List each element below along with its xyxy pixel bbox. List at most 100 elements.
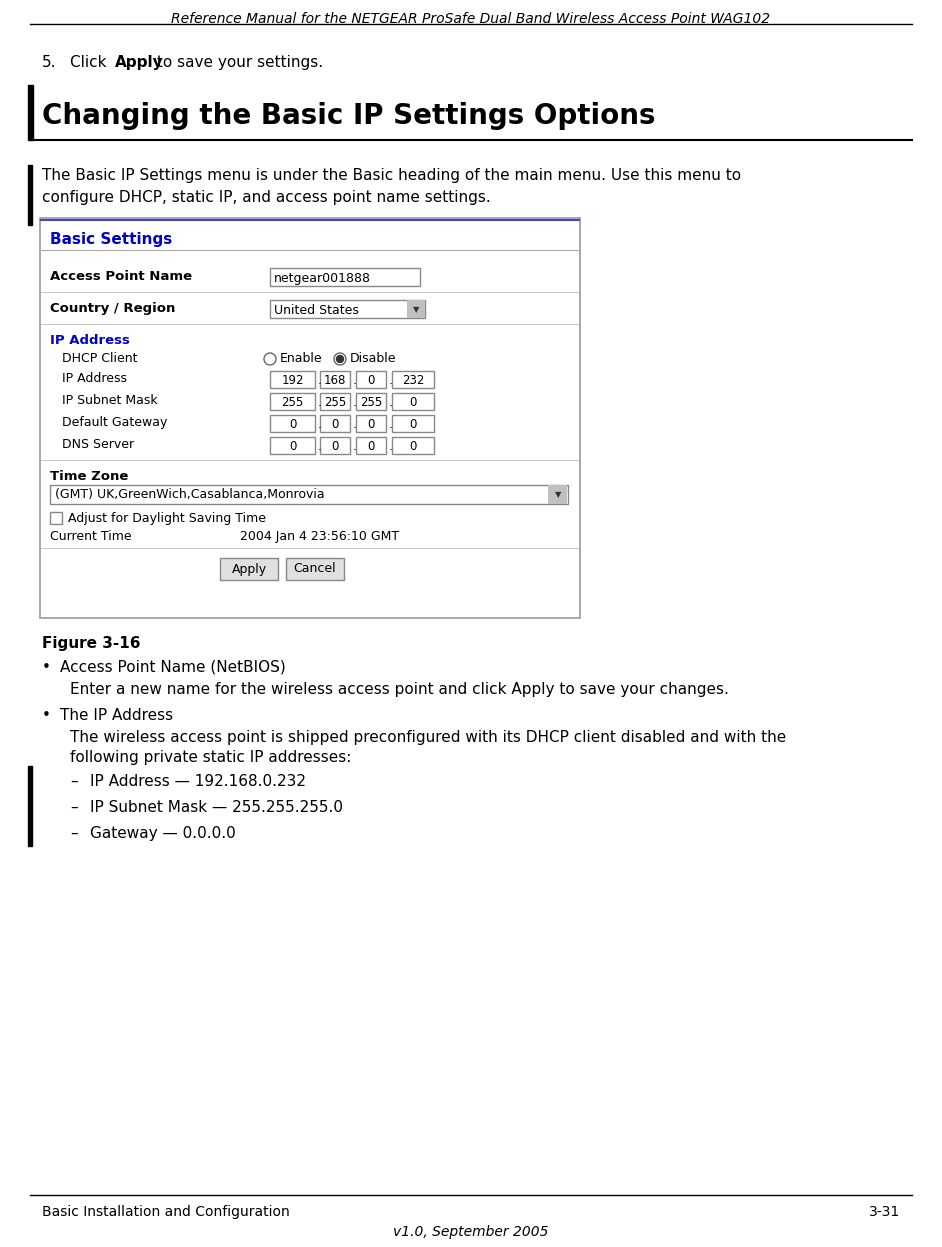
Text: .: . [318, 395, 322, 409]
Bar [40, 218, 580, 619]
Bar [270, 415, 315, 431]
Text: 192: 192 [282, 374, 303, 387]
Text: 0: 0 [367, 439, 375, 453]
Text: following private static IP addresses:: following private static IP addresses: [70, 749, 351, 764]
Text: Current Time: Current Time [50, 530, 132, 542]
Circle shape [334, 353, 346, 365]
Text: 255: 255 [360, 395, 382, 409]
Text: 0: 0 [410, 418, 416, 430]
Bar [392, 415, 434, 431]
Text: configure DHCP, static IP, and access point name settings.: configure DHCP, static IP, and access po… [42, 190, 491, 205]
Bar [356, 372, 386, 388]
Bar [270, 393, 315, 410]
Text: •: • [42, 708, 51, 723]
Text: Apply: Apply [115, 55, 164, 70]
Text: IP Address: IP Address [50, 334, 130, 347]
Bar [320, 372, 350, 388]
Text: Adjust for Daylight Saving Time: Adjust for Daylight Saving Time [68, 513, 266, 525]
Circle shape [336, 355, 344, 363]
Text: .: . [318, 439, 322, 453]
Text: 2004 Jan 4 23:56:10 GMT: 2004 Jan 4 23:56:10 GMT [240, 530, 399, 542]
Bar [220, 557, 278, 580]
Text: –: – [70, 774, 77, 789]
Text: Access Point Name (NetBIOS): Access Point Name (NetBIOS) [60, 660, 285, 675]
Text: 0: 0 [410, 395, 416, 409]
Text: .: . [318, 374, 322, 387]
Text: .: . [353, 395, 357, 409]
Text: 255: 255 [282, 395, 303, 409]
Bar [548, 485, 567, 504]
Text: .: . [389, 439, 393, 453]
Text: .: . [389, 418, 393, 430]
Text: IP Address — 192.168.0.232: IP Address — 192.168.0.232 [90, 774, 306, 789]
Text: .: . [353, 439, 357, 453]
Text: .: . [389, 374, 393, 387]
Text: .: . [353, 418, 357, 430]
Bar [392, 436, 434, 454]
Text: 0: 0 [410, 439, 416, 453]
Bar [356, 436, 386, 454]
Text: Access Point Name: Access Point Name [50, 271, 192, 283]
Bar [356, 393, 386, 410]
Text: 5.: 5. [42, 55, 57, 70]
Bar [270, 372, 315, 388]
Bar [270, 436, 315, 454]
Bar [270, 268, 420, 286]
Text: Enter a new name for the wireless access point and click Apply to save your chan: Enter a new name for the wireless access… [70, 682, 729, 697]
Text: Country / Region: Country / Region [50, 302, 175, 315]
Text: 255: 255 [324, 395, 346, 409]
Text: Gateway — 0.0.0.0: Gateway — 0.0.0.0 [90, 826, 236, 840]
Text: 232: 232 [402, 374, 424, 387]
Text: Enable: Enable [280, 352, 322, 365]
Text: Reference Manual for the NETGEAR ProSafe Dual Band Wireless Access Point WAG102: Reference Manual for the NETGEAR ProSafe… [171, 12, 771, 26]
Bar [407, 301, 425, 318]
Bar [356, 415, 386, 431]
Bar [286, 557, 344, 580]
Text: The wireless access point is shipped preconfigured with its DHCP client disabled: The wireless access point is shipped pre… [70, 729, 787, 744]
Bar [320, 393, 350, 410]
Text: The Basic IP Settings menu is under the Basic heading of the main menu. Use this: The Basic IP Settings menu is under the … [42, 168, 741, 183]
Text: 168: 168 [324, 374, 347, 387]
Text: 3-31: 3-31 [869, 1205, 900, 1220]
Text: Figure 3-16: Figure 3-16 [42, 636, 140, 651]
Text: 0: 0 [332, 439, 339, 453]
Text: 0: 0 [332, 418, 339, 430]
Text: Changing the Basic IP Settings Options: Changing the Basic IP Settings Options [42, 102, 656, 130]
Bar [50, 513, 62, 524]
Text: ▼: ▼ [555, 490, 561, 500]
Text: .: . [389, 395, 393, 409]
Text: Disable: Disable [350, 352, 397, 365]
Text: Basic Installation and Configuration: Basic Installation and Configuration [42, 1205, 290, 1220]
Text: (GMT) UK,GreenWich,Casablanca,Monrovia: (GMT) UK,GreenWich,Casablanca,Monrovia [55, 488, 325, 501]
Text: IP Subnet Mask — 255.255.255.0: IP Subnet Mask — 255.255.255.0 [90, 801, 343, 816]
Text: The IP Address: The IP Address [60, 708, 173, 723]
Text: •: • [42, 660, 51, 675]
Bar [270, 301, 425, 318]
Text: Apply: Apply [232, 562, 267, 576]
Text: Basic Settings: Basic Settings [50, 232, 172, 247]
Text: 0: 0 [367, 374, 375, 387]
Text: ▼: ▼ [413, 306, 419, 314]
Bar [320, 436, 350, 454]
Text: .: . [353, 374, 357, 387]
Text: to save your settings.: to save your settings. [152, 55, 323, 70]
Text: –: – [70, 801, 77, 816]
Text: 0: 0 [289, 418, 296, 430]
Text: –: – [70, 826, 77, 840]
Text: DNS Server: DNS Server [62, 438, 134, 451]
Text: IP Address: IP Address [62, 372, 127, 385]
Bar [28, 85, 33, 140]
Text: Default Gateway: Default Gateway [62, 416, 168, 429]
Text: Time Zone: Time Zone [50, 470, 128, 483]
Text: v1.0, September 2005: v1.0, September 2005 [393, 1225, 549, 1240]
Bar [320, 415, 350, 431]
Text: netgear001888: netgear001888 [274, 272, 371, 286]
Text: United States: United States [274, 304, 359, 317]
Text: 0: 0 [367, 418, 375, 430]
Circle shape [264, 353, 276, 365]
Text: .: . [318, 418, 322, 430]
Text: Click: Click [70, 55, 111, 70]
Text: DHCP Client: DHCP Client [62, 352, 138, 365]
Text: Cancel: Cancel [294, 562, 336, 576]
Bar [28, 165, 32, 224]
